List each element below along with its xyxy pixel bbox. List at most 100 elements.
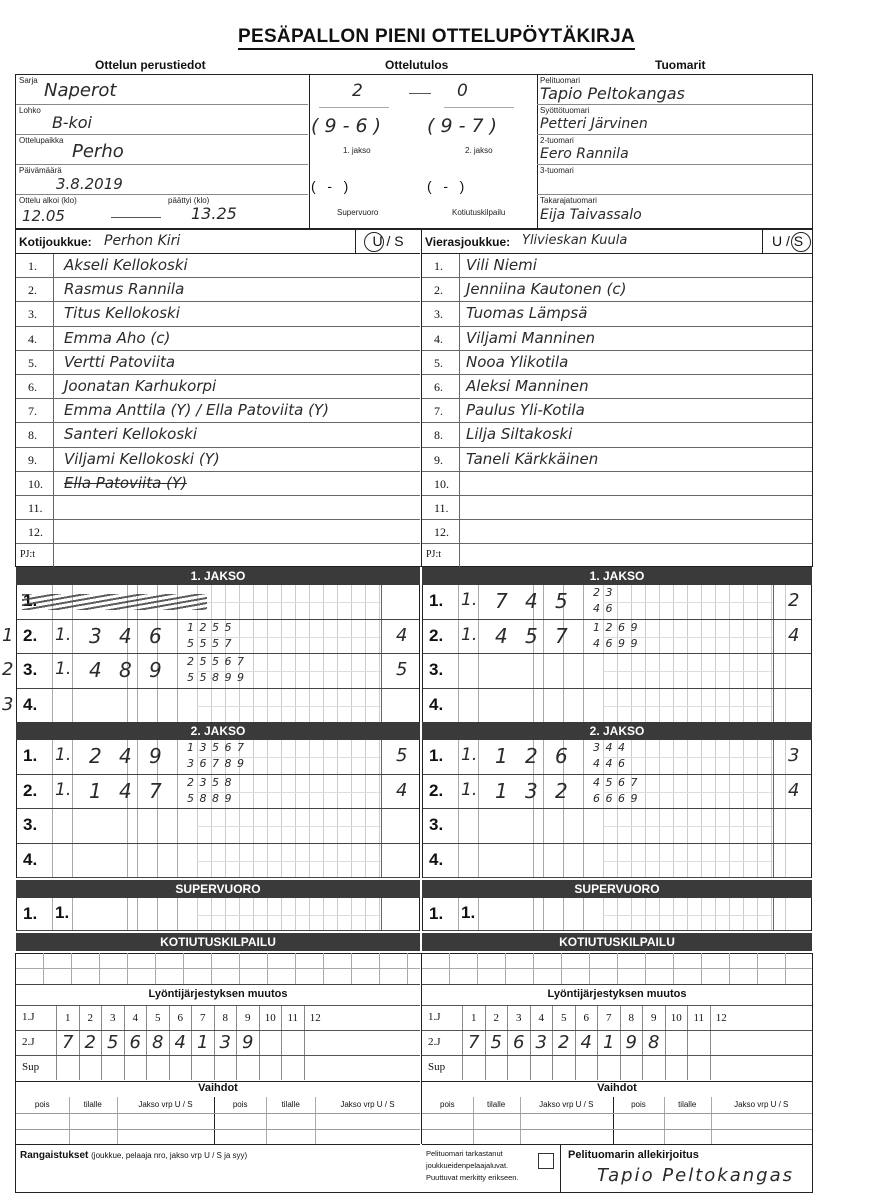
lineup-cell[interactable]: 5 [146, 1006, 169, 1030]
lineup-cell[interactable]: 2 [78, 1006, 102, 1030]
lineup-cell[interactable] [687, 1056, 710, 1080]
lineup-cell[interactable]: 4 [168, 1031, 192, 1055]
runs-top: 3 4 4 [593, 741, 626, 755]
lineup-cell[interactable]: 3 [213, 1031, 237, 1055]
lineup-cell[interactable] [78, 1056, 102, 1080]
lineup-cell[interactable]: 9 [619, 1031, 643, 1055]
lineup-cell[interactable]: 6 [123, 1031, 147, 1055]
grid-line [72, 898, 73, 930]
lineup-cell[interactable] [56, 1056, 79, 1080]
grid-line [583, 809, 584, 843]
lineup-cell[interactable] [597, 1056, 620, 1080]
lineup-cell[interactable]: 7 [191, 1006, 214, 1030]
lineup-cell[interactable] [236, 1056, 259, 1080]
grid-line [617, 843, 618, 877]
lineup-cell[interactable] [574, 1056, 598, 1080]
lineup-cell[interactable] [619, 1056, 643, 1080]
lineup-cell[interactable]: 7 [462, 1031, 485, 1055]
grid-line [295, 843, 296, 877]
lineup-cell[interactable] [642, 1056, 665, 1080]
grid-line [253, 619, 254, 653]
lineup-cell[interactable] [281, 1031, 304, 1055]
lineup-cell[interactable] [507, 1056, 530, 1080]
lineup-cell[interactable]: 9 [236, 1031, 259, 1055]
lineup-cell[interactable] [258, 1031, 282, 1055]
lineup-cell[interactable]: 9 [642, 1006, 665, 1030]
grid-line [281, 654, 282, 688]
lineup-cell[interactable]: 6 [168, 1006, 192, 1030]
lineup-cell[interactable] [462, 1056, 485, 1080]
lineup-cell[interactable] [303, 1056, 327, 1080]
lineup-cell[interactable] [146, 1056, 169, 1080]
lineup-cell[interactable]: 3 [507, 1006, 530, 1030]
lineup-cell[interactable]: 5 [552, 1006, 575, 1030]
grid-line [137, 654, 138, 688]
lineup-cell[interactable]: 11 [687, 1006, 710, 1030]
lineup-cell[interactable] [709, 1056, 733, 1080]
roster-check-checkbox[interactable] [538, 1153, 554, 1169]
lineup-cell[interactable]: 4 [529, 1006, 553, 1030]
lineup-cell[interactable]: 12 [709, 1006, 733, 1030]
lineup-cell[interactable]: 3 [529, 1031, 553, 1055]
lineup-cell[interactable]: 12 [303, 1006, 327, 1030]
grid-line [177, 688, 178, 722]
lineup-cell[interactable]: 7 [56, 1031, 79, 1055]
lineup-cell[interactable] [664, 1056, 688, 1080]
player-number: 4. [434, 331, 443, 346]
lineup-cell[interactable] [213, 1056, 237, 1080]
grid-line [281, 809, 282, 843]
lineup-cell[interactable]: 6 [507, 1031, 530, 1055]
lineup-cell[interactable]: 9 [236, 1006, 259, 1030]
lineup-cell[interactable] [529, 1056, 553, 1080]
lineup-cell[interactable] [101, 1056, 124, 1080]
grid-line [213, 1097, 215, 1144]
lineup-cell[interactable]: 6 [574, 1006, 598, 1030]
grid-line [422, 1129, 812, 1130]
grid-line [687, 740, 688, 774]
lineup-cell[interactable]: 3 [101, 1006, 124, 1030]
lineup-cell[interactable]: 11 [281, 1006, 304, 1030]
grid-line [478, 619, 479, 653]
grid-line [757, 585, 758, 619]
lineup-cell[interactable] [303, 1031, 327, 1055]
result-heading: Ottelutulos [385, 58, 449, 72]
lineup-cell[interactable]: 4 [574, 1031, 598, 1055]
divider [53, 254, 54, 278]
lineup-cell[interactable]: 5 [484, 1031, 508, 1055]
lineup-cell[interactable]: 8 [146, 1031, 169, 1055]
lineup-cell[interactable]: 5 [101, 1031, 124, 1055]
lineup-cell[interactable]: 8 [642, 1031, 665, 1055]
lineup-cell[interactable]: 4 [123, 1006, 147, 1030]
lineup-cell[interactable]: 1 [191, 1031, 214, 1055]
lineup-cell[interactable]: 1 [462, 1006, 485, 1030]
lineup-cell[interactable]: 8 [213, 1006, 237, 1030]
lineup-cell[interactable]: 2 [552, 1031, 575, 1055]
lineup-cell[interactable] [168, 1056, 192, 1080]
lineup-cell[interactable]: 8 [619, 1006, 643, 1030]
grid-line [673, 654, 674, 688]
lineup-cell[interactable] [484, 1056, 508, 1080]
grid-line [729, 740, 730, 774]
lineup-cell[interactable] [258, 1056, 282, 1080]
grid-line [631, 585, 632, 619]
lineup-cell[interactable] [664, 1031, 688, 1055]
lineup-cell[interactable] [281, 1056, 304, 1080]
grid-line [603, 774, 604, 808]
grid-line [563, 774, 564, 808]
lineup-cell[interactable] [709, 1031, 733, 1055]
lineup-cell[interactable] [123, 1056, 147, 1080]
player-row: 1. Vili Niemi [422, 254, 812, 279]
lineup-cell[interactable]: 10 [258, 1006, 282, 1030]
lineup-cell[interactable]: 2 [78, 1031, 102, 1055]
lineup-cell[interactable] [552, 1056, 575, 1080]
lineup-cell[interactable]: 7 [597, 1006, 620, 1030]
inning-entry: 1. [461, 590, 478, 611]
lineup-cell[interactable]: 2 [484, 1006, 508, 1030]
lineup-cell[interactable] [191, 1056, 214, 1080]
lineup-cell[interactable] [687, 1031, 710, 1055]
grid-line [659, 809, 660, 843]
lineup-cell[interactable]: 10 [664, 1006, 688, 1030]
lineup-cell[interactable]: 1 [56, 1006, 79, 1030]
lineup-cell[interactable]: 1 [597, 1031, 620, 1055]
grid-line [381, 898, 382, 930]
